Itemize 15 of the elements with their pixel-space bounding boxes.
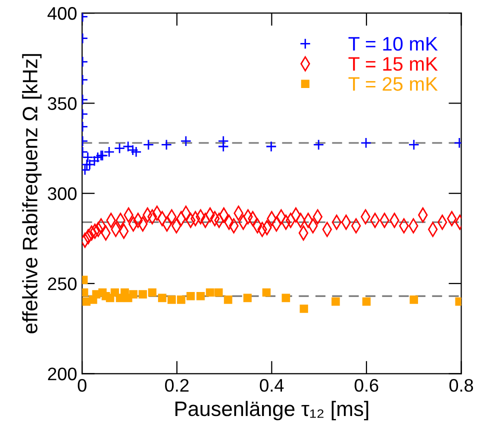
- legend-label: T = 25 mK: [348, 77, 438, 91]
- y-tick-label: 400: [48, 7, 77, 20]
- y-tick-label: 350: [48, 97, 77, 110]
- x-axis-title: Pausenlänge τ₁₂ [ms]: [175, 400, 368, 420]
- legend-label: T = 15 mK: [348, 57, 438, 71]
- legend-label: T = 10 mK: [348, 36, 438, 51]
- x-tick-label: 0.2: [165, 378, 189, 392]
- x-tick-label: 0.8: [449, 378, 474, 392]
- y-tick-label: 300: [48, 187, 77, 200]
- y-tick-label: 250: [48, 277, 77, 290]
- y-axis-title: effektive Rabifrequenz Ω [kHz]: [22, 54, 42, 334]
- x-tick-label: 0.4: [260, 378, 284, 392]
- y-tick-label: 200: [48, 368, 77, 380]
- x-tick-label: 0: [78, 378, 86, 392]
- x-tick-label: 0.6: [354, 378, 378, 392]
